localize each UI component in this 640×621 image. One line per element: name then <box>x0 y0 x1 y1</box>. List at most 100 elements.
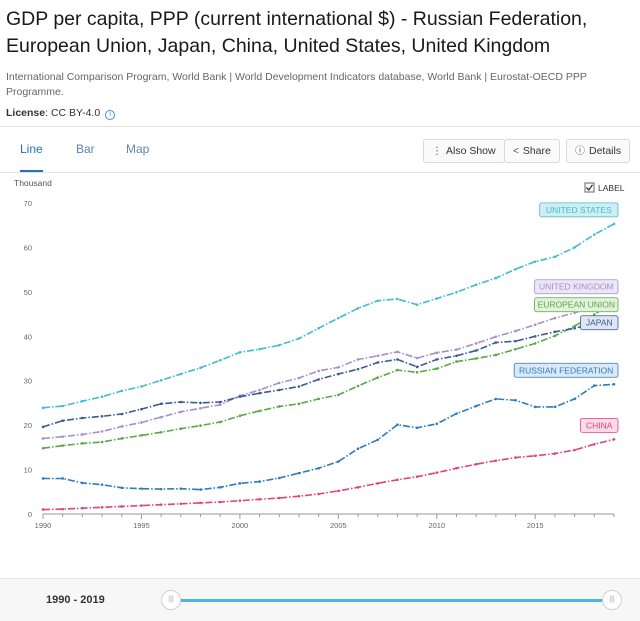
data-point <box>179 502 183 506</box>
data-point <box>258 391 261 395</box>
series-line[interactable] <box>42 321 615 428</box>
also-show-button[interactable]: ⋮ Also Show <box>423 139 505 163</box>
range-end-handle[interactable]: ||| <box>602 590 622 610</box>
data-point <box>573 448 576 452</box>
y-tick-label: 30 <box>24 377 32 386</box>
data-point <box>159 402 163 406</box>
data-point <box>494 353 498 357</box>
x-tick-label: 2010 <box>428 521 445 530</box>
data-point <box>179 372 183 376</box>
label-checkbox[interactable] <box>584 182 595 193</box>
data-point <box>396 297 399 301</box>
series-label-text: JAPAN <box>586 318 613 328</box>
license-value[interactable]: : CC BY-4.0 <box>45 107 101 119</box>
data-point <box>179 427 183 430</box>
series-label[interactable]: CHINA <box>580 417 619 433</box>
data-point <box>61 507 64 511</box>
data-point <box>140 385 143 388</box>
data-point <box>435 367 439 371</box>
data-point <box>100 414 104 418</box>
info-icon[interactable]: i <box>105 110 116 120</box>
data-point <box>61 435 64 438</box>
data-point <box>337 372 340 376</box>
data-point <box>81 481 84 485</box>
data-point <box>494 335 498 339</box>
more-vertical-icon: ⋮ <box>432 146 442 157</box>
data-point <box>218 500 222 504</box>
series-line[interactable] <box>42 223 615 409</box>
data-point <box>218 400 222 404</box>
data-point <box>415 370 419 374</box>
data-point <box>376 438 380 442</box>
series-label[interactable]: EUROPEAN UNION <box>534 297 619 313</box>
data-point <box>41 437 45 440</box>
data-point <box>415 356 419 360</box>
series-line[interactable] <box>42 299 615 440</box>
range-label: 1990 - 2019 <box>46 594 105 606</box>
data-point <box>494 276 498 280</box>
share-button[interactable]: < Share <box>504 139 560 163</box>
series-label[interactable]: RUSSIAN FEDERATION <box>513 362 619 378</box>
tab-map[interactable]: Map <box>126 142 150 156</box>
tab-bar[interactable]: Bar <box>76 142 95 156</box>
series-label[interactable]: UNITED KINGDOM <box>534 279 619 295</box>
data-point <box>514 347 517 351</box>
data-point <box>81 416 84 420</box>
data-point <box>199 424 202 427</box>
series-line[interactable] <box>42 300 615 449</box>
data-point <box>41 508 45 511</box>
data-point <box>573 324 576 328</box>
data-point <box>277 388 281 392</box>
series-label[interactable]: JAPAN <box>580 315 619 331</box>
data-point <box>317 378 320 381</box>
range-start-handle[interactable]: ||| <box>161 590 181 610</box>
data-point <box>140 407 143 411</box>
data-point <box>356 486 360 489</box>
series-label-text: EUROPEAN UNION <box>538 300 615 310</box>
data-point <box>159 487 163 491</box>
range-footer: 1990 - 2019 ||| ||| <box>0 578 640 621</box>
y-axis: 0 10 20 30 40 50 60 70 <box>24 199 32 519</box>
series-label[interactable]: UNITED STATES <box>539 202 619 218</box>
series-label-text: CHINA <box>586 420 613 430</box>
data-point <box>258 480 261 483</box>
series-labels: UNITED STATES UNITED KINGDOM EUROPEAN UNIO… <box>513 202 619 433</box>
data-point <box>297 494 301 498</box>
range-slider-track[interactable] <box>178 599 608 602</box>
data-point <box>553 334 557 338</box>
details-button[interactable]: ⓘ Details <box>566 139 631 163</box>
data-point <box>297 376 301 380</box>
data-point <box>612 222 616 226</box>
data-point <box>415 303 419 307</box>
page-title: GDP per capita, PPP (current internation… <box>6 8 588 57</box>
data-point <box>277 405 281 408</box>
series-line[interactable] <box>43 383 615 491</box>
data-point <box>356 384 360 388</box>
data-point <box>455 412 458 415</box>
data-point <box>317 369 320 373</box>
tab-line[interactable]: Line <box>20 127 43 172</box>
data-point <box>100 506 104 509</box>
data-point <box>277 381 281 385</box>
data-point <box>356 367 360 371</box>
data-point <box>356 447 360 450</box>
data-point <box>356 306 360 310</box>
share-label: Share <box>522 145 551 157</box>
data-point <box>297 471 301 475</box>
data-point <box>81 433 84 436</box>
data-point <box>41 446 45 450</box>
series-line[interactable] <box>42 438 615 511</box>
data-point <box>120 437 124 440</box>
line-chart: Thousand LABEL 0 10 20 30 40 50 60 70 1990 1995 2… <box>14 178 625 530</box>
data-point <box>140 487 143 490</box>
label-toggle-text[interactable]: LABEL <box>598 183 625 193</box>
data-point <box>376 354 380 358</box>
data-point <box>514 456 517 459</box>
data-point <box>199 406 202 410</box>
data-point <box>396 350 399 354</box>
data-point <box>573 326 576 330</box>
data-point <box>317 326 320 330</box>
data-point <box>494 341 498 344</box>
data-point <box>593 384 596 387</box>
data-point <box>376 482 380 485</box>
